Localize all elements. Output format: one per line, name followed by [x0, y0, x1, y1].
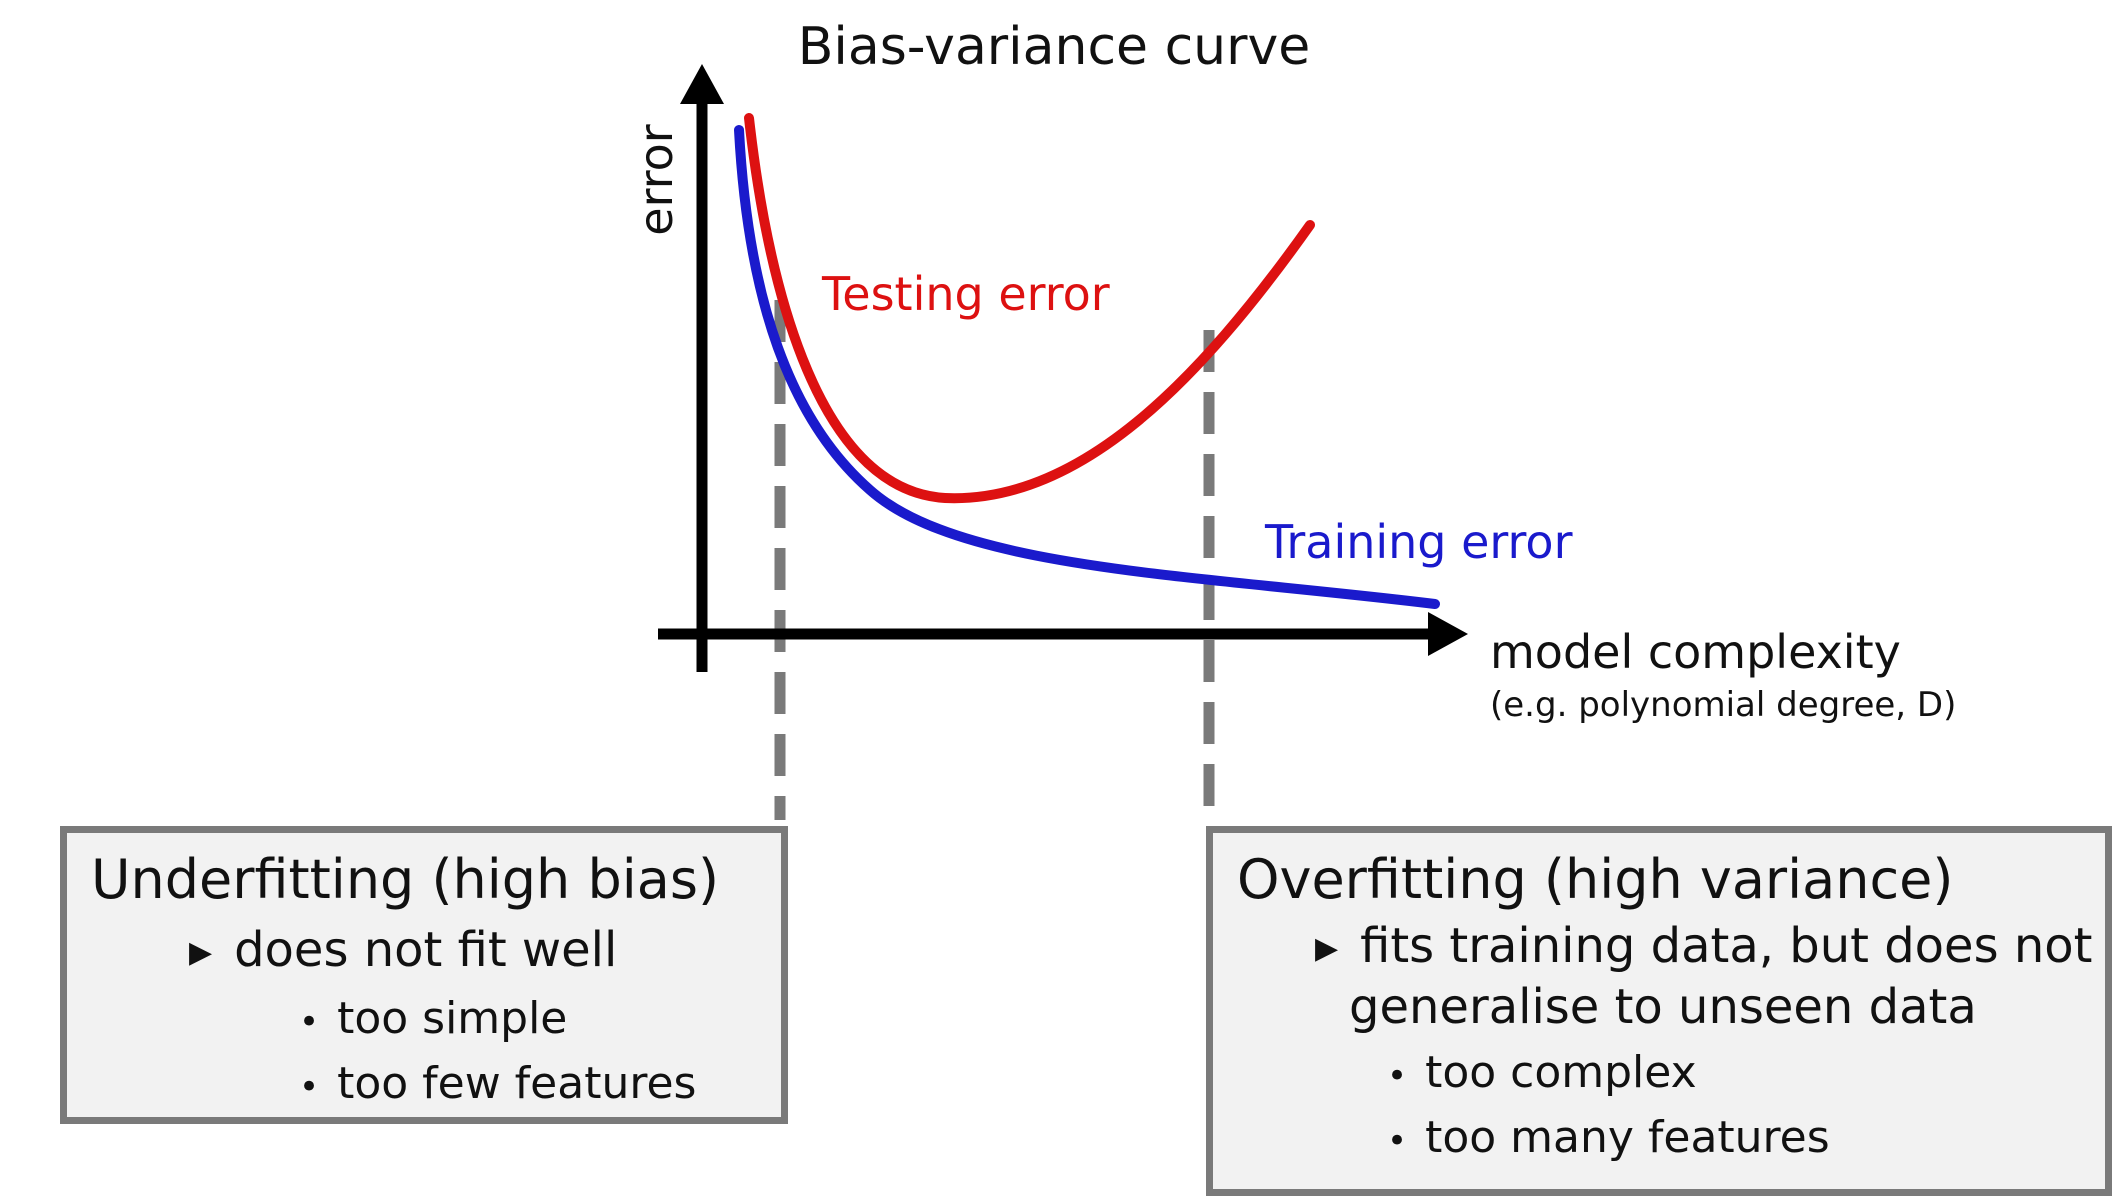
- dot-icon: •: [299, 1002, 320, 1042]
- overfitting-point-line2: generalise to unseen data: [1349, 979, 1977, 1035]
- list-item: • too few features: [299, 1053, 781, 1118]
- overfitting-point: ▶ fits training data, but does not: [1315, 917, 2105, 978]
- triangle-right-icon: ▶: [189, 935, 213, 970]
- underfitting-point: ▶ does not fit well: [189, 921, 781, 982]
- list-item: • too simple: [299, 988, 781, 1053]
- underfitting-box: Underfitting (high bias) ▶ does not fit w…: [60, 826, 788, 1124]
- dot-icon: •: [1387, 1056, 1408, 1096]
- testing-error-curve: [744, 113, 1315, 504]
- underfitting-title: Underfitting (high bias): [91, 848, 720, 911]
- x-axis-arrow-icon: [1428, 612, 1468, 656]
- overfitting-point-continued: generalise to unseen data: [1349, 978, 2105, 1036]
- overfitting-details: • too complex • too many features: [1387, 1042, 2105, 1172]
- training-error-label: Training error: [1264, 515, 1573, 569]
- y-axis-arrow-icon: [680, 64, 724, 104]
- overfitting-point-line1: fits training data, but does not: [1360, 918, 2093, 974]
- underfitting-point-text: does not fit well: [234, 922, 618, 978]
- list-item: • too many features: [1387, 1107, 2105, 1172]
- y-axis-label: error: [629, 124, 683, 235]
- x-axis-label: model complexity: [1490, 625, 1901, 679]
- overfitting-title: Overfitting (high variance): [1237, 848, 1954, 911]
- overfitting-box: Overfitting (high variance) ▶ fits traini…: [1206, 826, 2112, 1196]
- triangle-right-icon: ▶: [1315, 931, 1339, 966]
- training-error-curve: [734, 125, 1440, 609]
- testing-error-label: Testing error: [821, 267, 1110, 321]
- list-item: • too complex: [1387, 1042, 2105, 1107]
- dot-icon: •: [1387, 1121, 1408, 1161]
- chart-title: Bias-variance curve: [798, 17, 1311, 77]
- underfitting-details: • too simple • too few features: [299, 988, 781, 1118]
- dot-icon: •: [299, 1067, 320, 1107]
- x-axis-sublabel: (e.g. polynomial degree, D): [1490, 685, 1956, 725]
